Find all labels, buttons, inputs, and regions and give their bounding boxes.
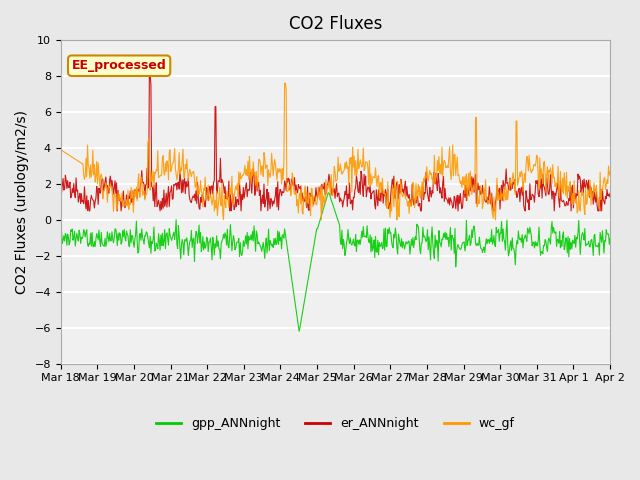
Legend: gpp_ANNnight, er_ANNnight, wc_gf: gpp_ANNnight, er_ANNnight, wc_gf (151, 412, 520, 435)
Text: EE_processed: EE_processed (72, 59, 166, 72)
Y-axis label: CO2 Fluxes (urology/m2/s): CO2 Fluxes (urology/m2/s) (15, 110, 29, 294)
Title: CO2 Fluxes: CO2 Fluxes (289, 15, 382, 33)
